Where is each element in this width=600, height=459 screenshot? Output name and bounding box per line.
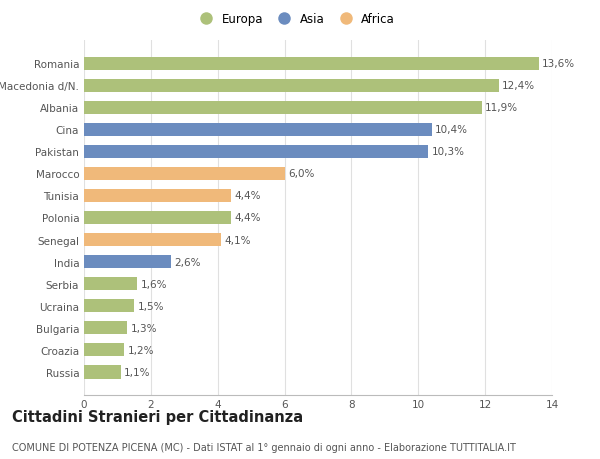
Text: 1,6%: 1,6%	[141, 279, 167, 289]
Text: COMUNE DI POTENZA PICENA (MC) - Dati ISTAT al 1° gennaio di ogni anno - Elaboraz: COMUNE DI POTENZA PICENA (MC) - Dati IST…	[12, 442, 516, 452]
Bar	[84, 57, 539, 71]
Bar	[84, 168, 284, 180]
Text: 1,5%: 1,5%	[137, 301, 164, 311]
Bar	[84, 365, 121, 379]
Bar	[84, 146, 428, 159]
Bar	[84, 256, 171, 269]
Bar	[84, 212, 231, 224]
Bar	[84, 277, 137, 291]
Bar	[84, 299, 134, 313]
Text: 1,2%: 1,2%	[127, 345, 154, 355]
Text: 10,3%: 10,3%	[431, 147, 464, 157]
Text: 10,4%: 10,4%	[435, 125, 468, 135]
Bar	[84, 190, 231, 202]
Bar	[84, 234, 221, 246]
Text: 4,1%: 4,1%	[224, 235, 251, 245]
Bar	[84, 123, 431, 137]
Legend: Europa, Asia, Africa: Europa, Asia, Africa	[190, 8, 400, 31]
Text: Cittadini Stranieri per Cittadinanza: Cittadini Stranieri per Cittadinanza	[12, 409, 303, 425]
Text: 6,0%: 6,0%	[288, 169, 314, 179]
Text: 1,3%: 1,3%	[131, 323, 157, 333]
Text: 13,6%: 13,6%	[542, 59, 575, 69]
Text: 4,4%: 4,4%	[235, 213, 261, 223]
Text: 2,6%: 2,6%	[174, 257, 201, 267]
Bar	[84, 343, 124, 357]
Bar	[84, 321, 127, 335]
Bar	[84, 79, 499, 93]
Text: 4,4%: 4,4%	[235, 191, 261, 201]
Text: 1,1%: 1,1%	[124, 367, 151, 377]
Text: 11,9%: 11,9%	[485, 103, 518, 113]
Text: 12,4%: 12,4%	[502, 81, 535, 91]
Bar	[84, 101, 482, 115]
